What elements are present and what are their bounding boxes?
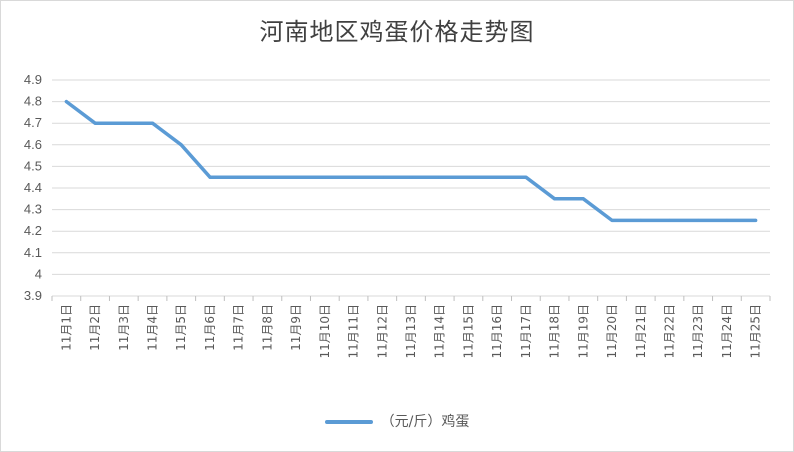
x-tick-label: 11月12日 xyxy=(375,304,389,359)
legend-label: （元/斤）鸡蛋 xyxy=(380,414,470,430)
x-tick-label: 11月23日 xyxy=(691,304,705,359)
x-tick-label: 11月20日 xyxy=(605,304,619,359)
x-tick-label: 11月15日 xyxy=(461,304,475,359)
x-tick-label: 11月16日 xyxy=(490,304,504,359)
data-point xyxy=(495,175,499,179)
data-point xyxy=(323,175,327,179)
y-tick-label: 4 xyxy=(35,266,42,281)
x-tick-label: 11月4日 xyxy=(146,304,160,351)
y-tick-label: 4.7 xyxy=(24,115,42,130)
x-tick-label: 11月6日 xyxy=(203,304,217,351)
data-point xyxy=(438,175,442,179)
x-tick-label: 11月13日 xyxy=(404,304,418,359)
data-point xyxy=(667,218,671,222)
data-point xyxy=(380,175,384,179)
x-tick-label: 11月25日 xyxy=(749,304,763,359)
data-point xyxy=(639,218,643,222)
data-point xyxy=(696,218,700,222)
data-point xyxy=(122,121,126,125)
data-point xyxy=(179,143,183,147)
data-point xyxy=(725,218,729,222)
y-tick-label: 4.2 xyxy=(24,223,42,238)
x-tick-label: 11月14日 xyxy=(433,304,447,359)
y-tick-label: 4.6 xyxy=(24,137,42,152)
x-tick-label: 11月8日 xyxy=(260,304,274,351)
data-point xyxy=(208,175,212,179)
x-tick-label: 11月2日 xyxy=(88,304,102,351)
x-tick-label: 11月1日 xyxy=(59,304,73,351)
y-tick-label: 3.9 xyxy=(24,288,42,303)
x-tick-label: 11月11日 xyxy=(347,304,361,359)
chart-title: 河南地区鸡蛋价格走势图 xyxy=(259,18,535,46)
x-tick-label: 11月19日 xyxy=(576,304,590,359)
x-tick-label: 11月3日 xyxy=(117,304,131,351)
y-tick-label: 4.3 xyxy=(24,202,42,217)
x-tick-label: 11月24日 xyxy=(720,304,734,359)
legend-line-swatch xyxy=(324,420,373,424)
data-point xyxy=(466,175,470,179)
data-point xyxy=(352,175,356,179)
data-point xyxy=(409,175,413,179)
data-point xyxy=(610,218,614,222)
x-tick-label: 11月9日 xyxy=(289,304,303,351)
x-tick-label: 11月10日 xyxy=(318,304,332,359)
x-tick-label: 11月7日 xyxy=(232,304,246,351)
y-tick-label: 4.8 xyxy=(24,94,42,109)
y-tick-label: 4.4 xyxy=(24,180,42,195)
data-point xyxy=(294,175,298,179)
data-point xyxy=(64,100,68,104)
y-tick-label: 4.1 xyxy=(24,245,42,260)
x-tick-label: 11月21日 xyxy=(634,304,648,359)
data-point xyxy=(581,197,585,201)
x-tick-label: 11月18日 xyxy=(548,304,562,359)
data-point xyxy=(237,175,241,179)
data-point xyxy=(754,218,758,222)
data-point xyxy=(265,175,269,179)
y-tick-label: 4.9 xyxy=(24,72,42,87)
data-point xyxy=(553,197,557,201)
x-tick-label: 11月5日 xyxy=(174,304,188,351)
x-tick-label: 11月17日 xyxy=(519,304,533,359)
x-tick-label: 11月22日 xyxy=(662,304,676,359)
series-line xyxy=(64,99,758,223)
data-point xyxy=(93,121,97,125)
data-point xyxy=(524,175,528,179)
y-tick-label: 4.5 xyxy=(24,158,42,173)
legend: （元/斤）鸡蛋 xyxy=(0,411,794,431)
data-point xyxy=(151,121,155,125)
